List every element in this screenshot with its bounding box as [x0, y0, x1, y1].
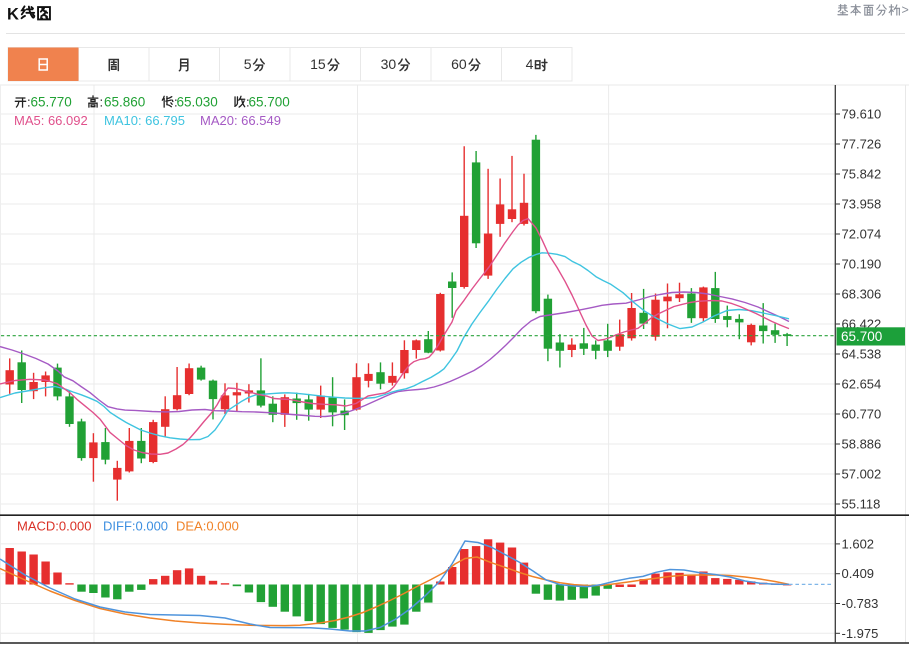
svg-text:62.654: 62.654 — [842, 377, 882, 392]
svg-text:MA5: 66.092: MA5: 66.092 — [14, 113, 88, 128]
svg-text:65.860: 65.860 — [104, 95, 145, 110]
svg-text:72.074: 72.074 — [842, 227, 882, 242]
svg-text:60: 60 — [451, 56, 467, 72]
svg-text::: : — [100, 95, 104, 110]
svg-text:MACD:0.000: MACD:0.000 — [17, 519, 91, 534]
svg-text:65.770: 65.770 — [31, 95, 72, 110]
svg-text:68.306: 68.306 — [842, 287, 882, 302]
svg-text:DEA:0.000: DEA:0.000 — [176, 519, 239, 534]
svg-text:-1.975: -1.975 — [842, 626, 879, 641]
svg-text:15: 15 — [310, 56, 326, 72]
svg-text::: : — [246, 95, 250, 110]
svg-text:DIFF:0.000: DIFF:0.000 — [103, 519, 168, 534]
svg-text:-0.783: -0.783 — [842, 596, 879, 611]
svg-text:55.118: 55.118 — [842, 497, 881, 512]
svg-text:0.409: 0.409 — [842, 566, 875, 581]
svg-text:73.958: 73.958 — [842, 197, 882, 212]
svg-text:79.610: 79.610 — [842, 107, 882, 122]
svg-text:70.190: 70.190 — [842, 257, 882, 272]
svg-text:64.538: 64.538 — [842, 347, 882, 362]
svg-text:57.002: 57.002 — [842, 467, 882, 482]
svg-text:75.842: 75.842 — [842, 167, 882, 182]
svg-text:58.886: 58.886 — [842, 437, 882, 452]
svg-text:1.602: 1.602 — [842, 536, 875, 551]
svg-text:5: 5 — [244, 56, 252, 72]
svg-text:>: > — [902, 3, 909, 17]
svg-text:60.770: 60.770 — [842, 407, 882, 422]
svg-text:65.700: 65.700 — [249, 95, 290, 110]
svg-text:30: 30 — [381, 56, 397, 72]
svg-text:4: 4 — [526, 56, 534, 72]
svg-text::: : — [27, 95, 31, 110]
svg-text:MA20: 66.549: MA20: 66.549 — [200, 113, 281, 128]
svg-text:MA10: 66.795: MA10: 66.795 — [104, 113, 185, 128]
svg-text:65.030: 65.030 — [177, 95, 218, 110]
svg-text::: : — [174, 95, 178, 110]
svg-text:K: K — [7, 6, 19, 24]
svg-text:77.726: 77.726 — [842, 137, 882, 152]
svg-text:65.700: 65.700 — [841, 329, 882, 344]
